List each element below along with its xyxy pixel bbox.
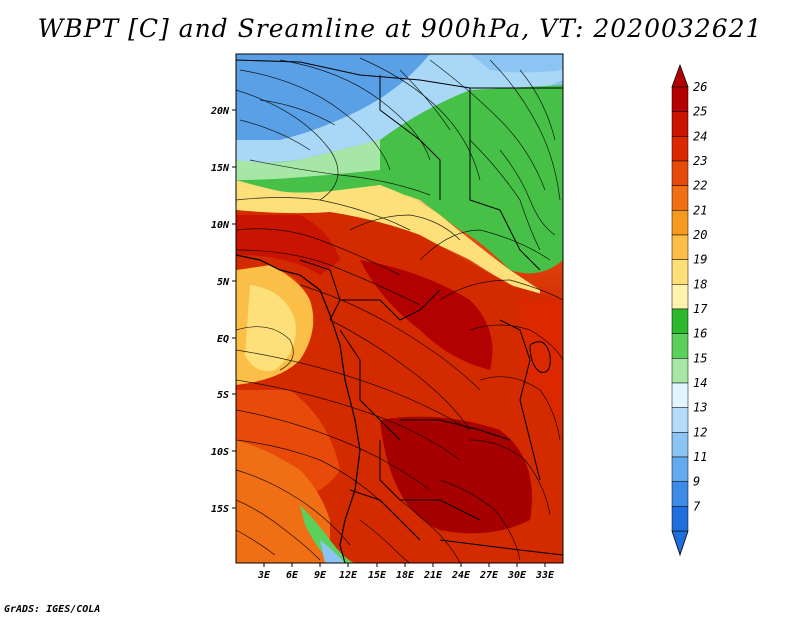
x-axis: 3E 6E 9E 12E 15E 18E 21E 24E 27E 30E 33E xyxy=(257,563,555,581)
y-tick-label: 10N xyxy=(211,220,230,231)
colorbar-label: 17 xyxy=(693,302,708,316)
x-tick-label: 33E xyxy=(535,570,555,581)
colorbar-swatch xyxy=(671,358,689,384)
map-area xyxy=(236,54,563,563)
colorbar-top-arrow xyxy=(671,63,689,88)
x-tick-label: 30E xyxy=(507,570,527,581)
colorbar-legend: 26 25 24 23 22 21 20 19 18 17 16 15 14 13 12 11 9 7 xyxy=(671,63,708,557)
colorbar-label: 23 xyxy=(693,154,707,168)
colorbar-bottom-arrow xyxy=(671,530,689,557)
x-tick-label: 18E xyxy=(396,570,415,581)
colorbar-label: 13 xyxy=(693,401,707,415)
x-tick-label: 3E xyxy=(257,570,271,581)
colorbar-label: 9 xyxy=(693,475,700,489)
x-tick-label: 21E xyxy=(423,570,443,581)
colorbar-label: 22 xyxy=(693,179,707,193)
colorbar-label: 26 xyxy=(693,80,707,94)
grads-credit: GrADS: IGES/COLA xyxy=(4,604,101,615)
y-tick-label: 5N xyxy=(217,277,230,288)
y-tick-label: 15S xyxy=(211,504,229,515)
colorbar-swatch xyxy=(671,506,689,532)
colorbar-label: 11 xyxy=(693,450,707,464)
y-tick-label: 10S xyxy=(211,447,229,458)
x-tick-label: 27E xyxy=(479,570,499,581)
colorbar-label: 20 xyxy=(693,228,707,242)
colorbar-swatch xyxy=(671,382,689,408)
colorbar-swatch xyxy=(671,234,689,260)
colorbar-swatch xyxy=(671,333,689,359)
colorbar-label: 25 xyxy=(693,105,707,119)
colorbar-label: 16 xyxy=(693,327,707,341)
y-tick-label: 15N xyxy=(211,163,230,174)
map-frame xyxy=(235,53,564,564)
colorbar-swatch xyxy=(671,86,689,112)
colorbar-label: 24 xyxy=(693,129,707,143)
colorbar-label: 15 xyxy=(693,351,707,365)
x-tick-label: 6E xyxy=(286,570,299,581)
x-tick-label: 15E xyxy=(368,570,387,581)
colorbar-swatch xyxy=(671,481,689,507)
colorbar-label: 18 xyxy=(693,277,707,291)
y-tick-label: 20N xyxy=(210,106,230,117)
colorbar-label: 14 xyxy=(693,376,707,390)
colorbar-swatch xyxy=(671,160,689,186)
colorbar-swatch xyxy=(671,432,689,458)
colorbar-label: 19 xyxy=(693,253,707,267)
map-title: WBPT [C] and Sreamline at 900hPa, VT: 20… xyxy=(37,14,763,43)
colorbar-label: 21 xyxy=(693,203,707,217)
colorbar-swatch xyxy=(671,284,689,310)
colorbar-label: 12 xyxy=(693,425,707,439)
x-tick-label: 9E xyxy=(314,570,327,581)
colorbar-swatch xyxy=(671,308,689,334)
colorbar-swatch xyxy=(671,210,689,236)
colorbar-swatch xyxy=(671,111,689,137)
colorbar-label: 7 xyxy=(693,499,701,513)
colorbar-swatch xyxy=(671,456,689,482)
colorbar-swatch xyxy=(671,136,689,162)
colorbar-swatch xyxy=(671,259,689,285)
x-tick-label: 12E xyxy=(339,570,358,581)
x-tick-label: 24E xyxy=(451,570,471,581)
colorbar-swatch xyxy=(671,185,689,211)
colorbar-swatch xyxy=(671,407,689,433)
y-tick-label: 5S xyxy=(217,390,229,401)
y-tick-label: EQ xyxy=(217,334,229,345)
y-axis: 20N 15N 10N 5N EQ 5S 10S 15S xyxy=(210,106,236,515)
